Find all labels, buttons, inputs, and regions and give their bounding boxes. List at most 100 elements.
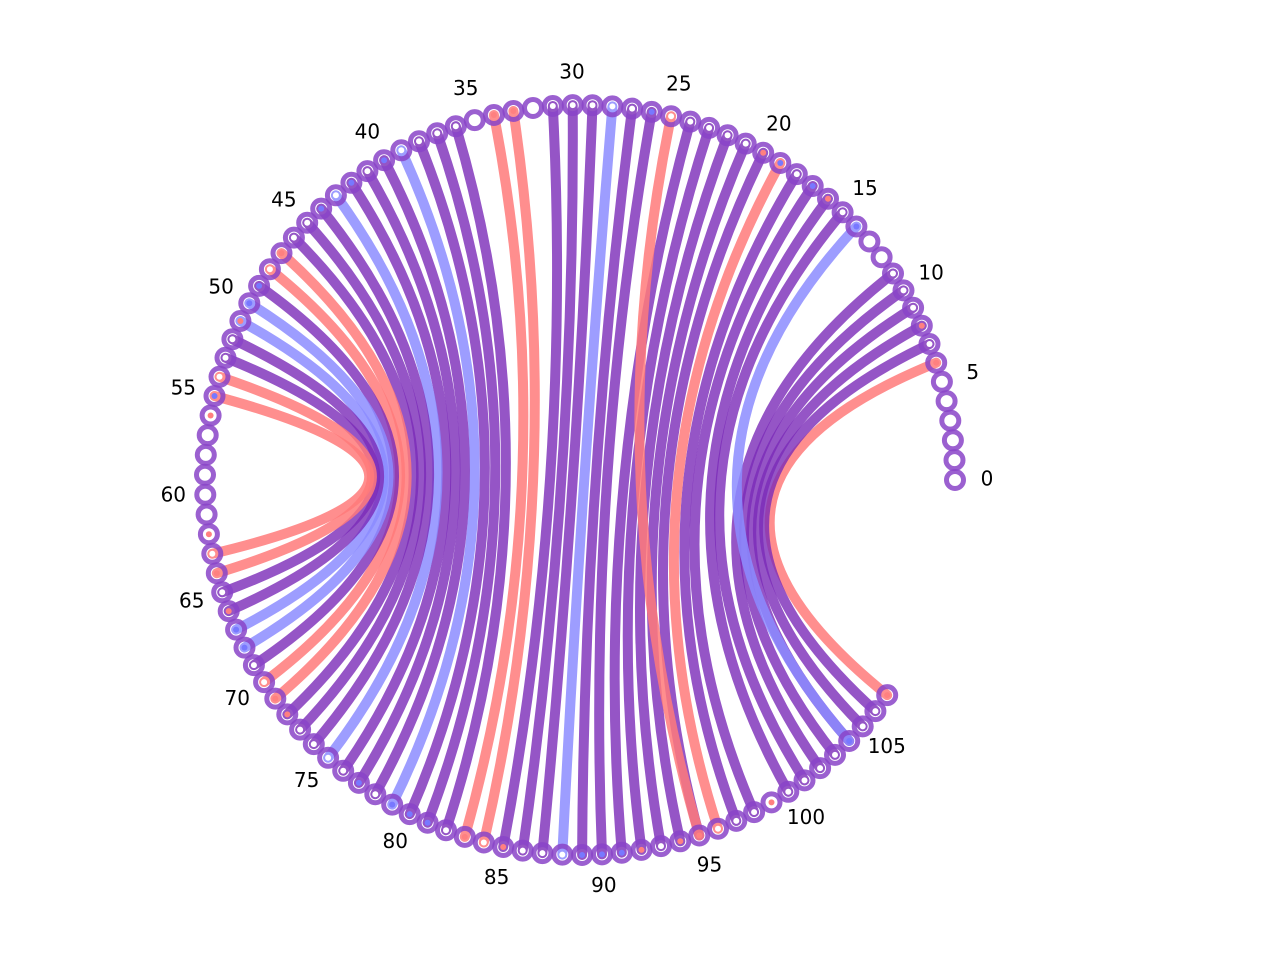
arc-46-72 (282, 232, 419, 720)
node-100 (777, 780, 800, 803)
arc-18-97 (679, 169, 802, 826)
node-center-58 (202, 451, 209, 458)
node-center-3 (947, 417, 954, 424)
arc-9-104 (746, 302, 919, 746)
node-10 (892, 279, 915, 302)
node-42 (340, 171, 363, 194)
node-center-1 (951, 457, 958, 464)
node-60 (194, 483, 217, 506)
tick-label-100: 100 (787, 805, 825, 829)
node-center-28 (609, 103, 616, 110)
node-center-17 (809, 183, 816, 189)
arc-45-73 (295, 217, 427, 735)
tick-label-45: 45 (271, 187, 296, 211)
node-97 (725, 809, 748, 832)
node-center-19 (777, 160, 784, 166)
node-center-97 (733, 817, 740, 824)
node-40 (373, 149, 396, 172)
node-55 (203, 385, 226, 407)
arc-layer (207, 100, 942, 860)
node-center-74 (310, 741, 317, 748)
node-center-80 (406, 811, 413, 818)
tick-label-95: 95 (697, 852, 722, 876)
node-94 (669, 830, 692, 853)
node-83 (453, 825, 476, 848)
tick-label-75: 75 (294, 768, 319, 792)
node-center-78 (372, 791, 379, 798)
node-center-52 (229, 336, 236, 343)
node-92 (630, 838, 653, 861)
node-center-29 (589, 102, 596, 109)
arc-29-87 (537, 100, 598, 859)
tick-label-60: 60 (161, 482, 186, 506)
node-65 (211, 581, 234, 604)
arc-39-79 (387, 145, 480, 810)
node-center-89 (579, 852, 586, 858)
node-center-56 (207, 412, 214, 419)
node-center-106 (872, 708, 879, 715)
node-center-46 (290, 234, 297, 241)
node-center-68 (241, 644, 248, 651)
node-29 (581, 94, 604, 117)
node-center-20 (760, 149, 767, 156)
tick-label-50: 50 (208, 275, 233, 299)
node-59 (194, 463, 216, 486)
node-center-50 (246, 300, 253, 307)
node-39 (390, 139, 413, 162)
arc-24-91 (609, 116, 696, 858)
node-center-25 (668, 113, 675, 120)
node-81 (416, 811, 439, 834)
node-86 (511, 839, 534, 862)
node-center-55 (211, 393, 218, 399)
node-center-45 (304, 219, 311, 226)
node-78 (364, 783, 387, 806)
node-7 (918, 333, 941, 355)
tick-label-10: 10 (918, 261, 943, 285)
node-46 (282, 226, 305, 249)
arc-21-94 (646, 138, 751, 847)
node-69 (242, 654, 265, 677)
node-center-61 (203, 511, 210, 518)
node-center-83 (461, 833, 468, 840)
arc-16-100 (705, 193, 833, 797)
arc-25-95 (634, 111, 705, 841)
node-44 (310, 197, 333, 220)
node-25 (660, 105, 683, 128)
node-79 (381, 793, 404, 816)
node-center-101 (801, 777, 808, 784)
tick-label-55: 55 (171, 375, 196, 399)
node-center-76 (340, 767, 347, 774)
node-20 (752, 141, 775, 164)
node-center-95 (696, 832, 703, 839)
node-63 (201, 542, 224, 565)
tick-label-25: 25 (666, 72, 691, 96)
node-center-30 (569, 102, 576, 109)
arc-7-106 (759, 339, 935, 717)
tick-label-90: 90 (591, 873, 616, 897)
node-center-53 (222, 354, 229, 361)
tick-label-30: 30 (559, 60, 584, 84)
node-26 (640, 100, 663, 123)
node-16 (817, 187, 839, 210)
node-30 (561, 94, 584, 117)
node-5 (930, 370, 953, 393)
arc-47-71 (270, 248, 412, 704)
node-0 (944, 469, 966, 491)
node-19 (769, 152, 792, 174)
node-71 (264, 687, 287, 710)
node-1 (943, 449, 966, 472)
arc-8-105 (752, 320, 927, 732)
arc-44-74 (308, 203, 435, 750)
node-23 (698, 116, 721, 139)
tick-label-80: 80 (382, 829, 407, 853)
node-center-15 (839, 209, 846, 216)
node-72 (276, 703, 299, 726)
arc-48-70 (259, 264, 405, 688)
node-99 (760, 791, 783, 814)
node-center-57 (204, 432, 211, 439)
arc-10-103 (738, 285, 909, 760)
arc-49-69 (248, 280, 399, 671)
node-center-0 (952, 477, 958, 483)
node-center-49 (256, 282, 263, 289)
node-center-103 (832, 751, 838, 758)
